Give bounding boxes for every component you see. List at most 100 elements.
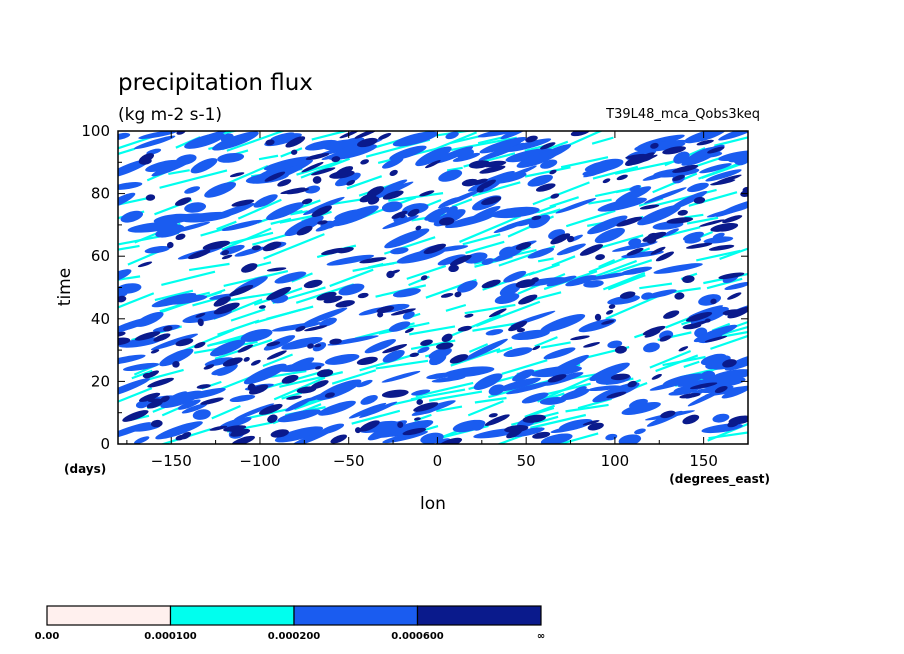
precip-streak-high [610,373,630,381]
precip-streak-mid [118,132,131,140]
precip-streak-high [266,341,281,347]
precip-streak-mid [589,362,630,382]
precip-streak-high [144,370,159,379]
precip-streak-high [632,154,658,165]
precip-streak-low [719,247,748,260]
precip-streak-high [118,337,131,346]
precip-streak-high [454,291,462,298]
precip-streak-mid [162,294,208,305]
precip-streak-low [406,264,447,280]
precip-streak-low [708,427,748,440]
precip-streak-high [163,325,173,332]
precip-streak-mid [612,241,658,252]
precip-streak-high [595,254,605,261]
precip-streak-mid [543,372,584,386]
precip-streak-high [416,399,424,405]
precip-streak-low [465,240,505,254]
precip-streak-mid [184,202,207,213]
precip-streak-low [161,270,216,287]
precip-streak-high [310,380,329,390]
precip-streak-low [188,262,230,272]
precip-streak-high [323,295,343,304]
precip-streak-mid [402,203,429,215]
precip-streak-low [374,262,395,268]
precip-streak-mid [118,318,147,335]
precip-streak-mid [605,433,618,441]
y-tick-label: 0 [100,435,110,453]
precip-streak-high [450,254,472,266]
precip-streak-mid [334,137,365,151]
precip-streak-high [237,344,254,353]
precip-streak-high [390,308,416,316]
precip-streak-mid [499,283,521,297]
precip-streak-low [469,343,489,353]
precip-streak-mid [160,390,203,409]
precip-streak-high [660,410,676,419]
precip-streak-mid [118,192,136,209]
precip-streak-mid [304,139,338,151]
precip-streak-low [501,359,548,375]
precip-streak-high [196,384,211,389]
precip-streak-mid [304,185,321,194]
precip-streak-low [665,316,692,329]
precip-streak-mid [521,392,549,404]
y-tick-label: 60 [91,247,110,265]
precip-streak-high [587,422,604,431]
precip-streak-mid [274,271,307,284]
precip-streak-mid [118,158,151,178]
precip-streak-mid [437,254,466,266]
precip-streak-low [591,259,638,279]
precip-streak-high [650,246,666,255]
precip-streak-high [262,241,282,252]
precip-streak-high [248,384,269,395]
precip-streak-mid [303,196,345,216]
precip-streak-high [266,267,287,272]
precip-streak-high [231,425,246,433]
precip-streak-mid [120,210,144,223]
precip-streak-mid [184,186,201,194]
precip-streak-mid [724,281,748,290]
x-axis-label: lon [420,494,446,514]
precip-streak-high [625,156,643,166]
precip-streak-high [666,217,694,224]
precip-streak-low [716,323,748,338]
precip-streak-high [717,223,739,232]
y-tick-label: 80 [91,185,110,203]
precip-streak-high [677,209,688,216]
precip-streak-high [650,142,659,149]
precip-streak-high [415,225,422,231]
precip-streak-high [153,333,171,342]
precip-streak-high [286,188,310,195]
precip-streak-mid [583,280,604,288]
precip-streak-mid [712,232,725,239]
precip-streak-mid [573,386,587,393]
precip-streak-high [376,305,395,314]
precip-streak-high [188,249,211,260]
precip-streak-mid [145,159,181,172]
precip-streak-high [535,183,556,192]
precip-streak-mid [663,228,679,237]
colorbar-label: 0.000100 [144,631,197,642]
precip-streak-high [679,392,701,399]
precip-streak-high [175,197,192,206]
precip-streak-low [211,405,241,420]
precip-streak-mid [543,347,576,360]
precip-streak-mid [597,197,647,212]
precip-streak-high [488,413,498,418]
y-axis-label: time [55,268,75,306]
precip-streak-mid [381,370,421,383]
precip-streak-high [277,179,292,187]
precip-streak-high [316,291,337,301]
precip-streak-high [382,344,408,354]
precip-streak-high [221,250,230,256]
precip-streak-low [118,292,155,319]
precip-streak-high [532,431,551,439]
precip-streak-mid [138,131,178,139]
precip-streak-mid [671,190,708,210]
precip-streak-low [118,195,155,207]
precip-streak-high [197,318,204,327]
precip-streak-high [481,279,501,289]
precip-streak-mid [402,311,415,320]
precip-streak-mid [477,131,525,138]
precip-streak-low [603,259,653,277]
